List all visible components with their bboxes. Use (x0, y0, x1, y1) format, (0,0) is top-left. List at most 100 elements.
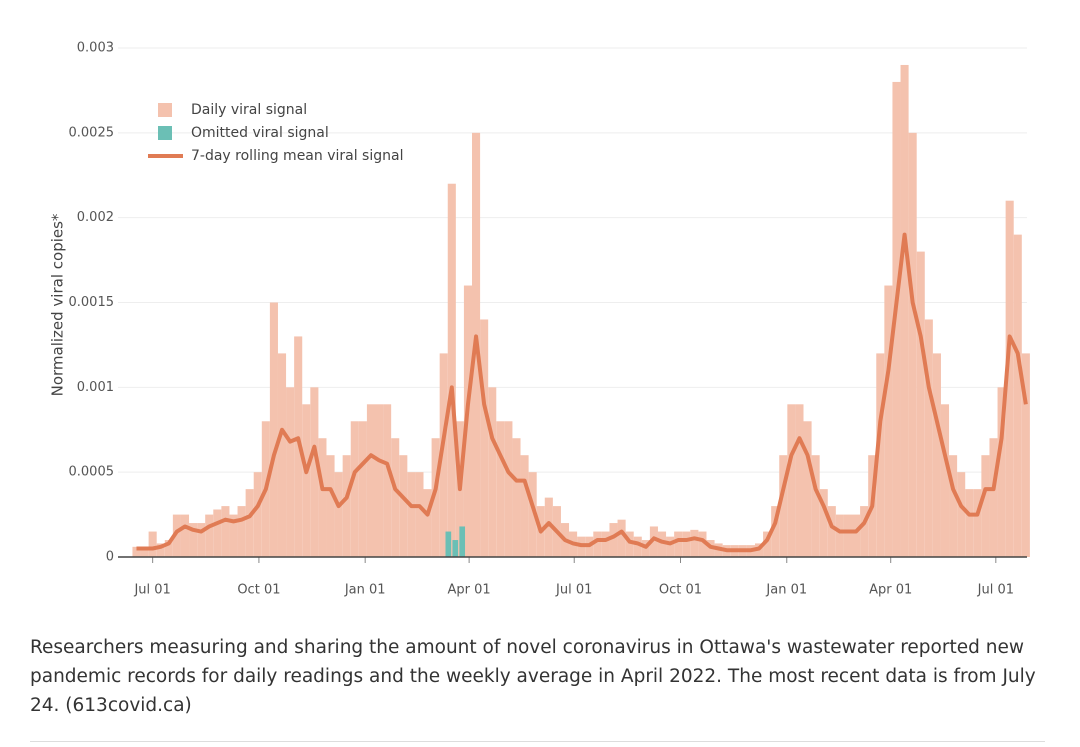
x-tick-label: Apr 01 (448, 583, 491, 598)
bar (852, 514, 861, 557)
bar (892, 81, 901, 557)
y-tick-label: 0.0025 (69, 125, 115, 140)
bar (520, 455, 529, 557)
bar (981, 455, 990, 557)
bar (690, 529, 699, 557)
bar (459, 526, 466, 557)
bar (1021, 353, 1030, 557)
x-tick-label: Jul 01 (555, 583, 592, 598)
bar (666, 536, 675, 557)
bar (827, 506, 836, 557)
bar (843, 514, 853, 557)
bar (763, 531, 772, 557)
bar (1013, 234, 1022, 557)
bar (358, 421, 367, 557)
bar (601, 531, 610, 557)
bar (682, 531, 691, 557)
bar (205, 514, 214, 557)
y-tick-label: 0.002 (77, 210, 114, 225)
bar (452, 540, 459, 557)
bar (924, 319, 933, 557)
bar (140, 546, 149, 557)
bar (609, 523, 618, 557)
bar (431, 438, 440, 557)
bar (342, 455, 351, 557)
bar (488, 387, 497, 557)
bar (649, 526, 658, 557)
bar (916, 251, 925, 557)
x-tick-label: Jan 01 (765, 583, 807, 598)
chart: Normalized viral copies* 0 0.0005 0.001 0.0… (49, 41, 1030, 598)
bar (544, 497, 553, 557)
bar (407, 472, 416, 557)
bar (277, 353, 287, 557)
bar (989, 438, 998, 557)
bar (496, 421, 505, 557)
bar (180, 514, 190, 557)
bar (302, 404, 311, 557)
y-tick-label: 0.003 (77, 41, 114, 56)
bar (633, 536, 642, 557)
x-tick-label: Apr 01 (869, 583, 912, 598)
bar (504, 421, 513, 557)
x-tick-label: Jul 01 (133, 583, 170, 598)
legend-swatch (158, 126, 172, 140)
bar (310, 387, 319, 557)
bar (657, 531, 667, 557)
bar (399, 455, 408, 557)
bar (908, 132, 917, 558)
bar (156, 543, 165, 557)
divider (30, 741, 1045, 742)
bar (318, 438, 327, 557)
bar (811, 455, 820, 557)
bar (593, 531, 602, 557)
bar (876, 353, 885, 557)
bar (900, 64, 909, 557)
bar (269, 302, 278, 557)
x-tick-label: Jul 01 (977, 583, 1014, 598)
bar (423, 489, 432, 557)
bar (787, 404, 796, 557)
legend-label: Omitted viral signal (191, 125, 329, 141)
bar (245, 489, 254, 557)
bar (213, 509, 222, 557)
bar (229, 514, 238, 557)
bar (860, 506, 869, 557)
bar (940, 404, 950, 557)
bar (1005, 200, 1014, 557)
bar (445, 531, 452, 557)
bar (965, 489, 974, 557)
bar (172, 514, 181, 557)
bar (949, 455, 958, 557)
bar (625, 531, 634, 557)
bar (164, 540, 173, 557)
legend-swatch (158, 103, 172, 117)
x-tick-label: Oct 01 (237, 583, 280, 598)
bar (366, 404, 375, 557)
bar (326, 455, 335, 557)
legend-label: 7-day rolling mean viral signal (191, 148, 403, 164)
bar (997, 387, 1006, 557)
bar (771, 506, 780, 557)
bar (148, 531, 157, 557)
bar (415, 472, 424, 557)
line (136, 232, 1028, 553)
y-axis-label: Normalized viral copies* (49, 213, 67, 396)
bar (447, 183, 456, 557)
bar (512, 438, 521, 557)
bar (803, 421, 812, 557)
legend-label: Daily viral signal (191, 102, 307, 118)
bar (197, 523, 206, 557)
bar (286, 387, 295, 557)
x-tick-label: Oct 01 (659, 583, 702, 598)
bar (383, 404, 392, 557)
bar (221, 506, 230, 557)
bar (884, 285, 893, 557)
bar (795, 404, 804, 557)
bar (957, 472, 966, 557)
y-tick-label: 0 (106, 550, 114, 565)
y-tick-label: 0.0015 (69, 295, 115, 310)
bar (779, 455, 788, 557)
bar (698, 531, 707, 557)
